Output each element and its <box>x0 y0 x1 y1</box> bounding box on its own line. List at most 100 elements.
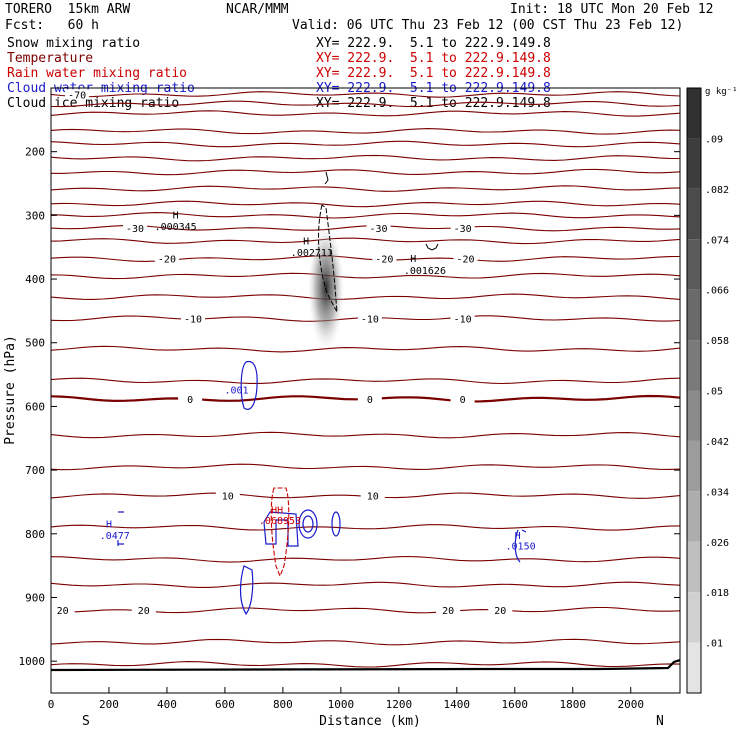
init-time: Init: 18 UTC Mon 20 Feb 12 <box>510 2 714 17</box>
temperature-label: -20 <box>375 255 393 266</box>
temperature-line <box>50 212 681 219</box>
contour-annotation: .0150 <box>506 542 536 553</box>
colorbar-label: .034 <box>705 487 729 498</box>
contour-annotation: HH <box>271 505 283 516</box>
contour-annotation: .0477 <box>100 531 130 542</box>
contour-annotation: .001626 <box>404 266 446 277</box>
colorbar-label: .018 <box>705 588 729 599</box>
contour-annotation: .000345 <box>155 222 197 233</box>
cloud-water-contour-upper <box>240 360 258 410</box>
legend-temperature-name: Temperature <box>7 51 94 66</box>
temperature-label-bg <box>360 490 385 501</box>
temperature-line <box>50 154 681 162</box>
x-tick-label: 1200 <box>386 698 413 711</box>
y-tick-label: 400 <box>25 273 45 286</box>
temperature-label-bg <box>450 393 475 404</box>
snow-contour-top <box>324 171 329 185</box>
temperature-line <box>50 91 681 98</box>
temperature-line <box>50 255 681 262</box>
cloud-water-contour-lower <box>239 565 254 616</box>
temperature-label: 0 <box>460 395 466 406</box>
rain-water-contour <box>270 487 290 578</box>
temperature-label-bg <box>450 223 475 234</box>
temperature-label-bg <box>131 605 156 616</box>
axes: 0 200 400 600 800 1000 1200 1400 1600 1800 2000200… <box>19 146 680 711</box>
contour-annotation: H <box>173 211 179 222</box>
mixing-ratio-features <box>117 171 527 616</box>
legend-snow-xy: XY= 222.9. 5.1 to 222.9.149.8 <box>316 36 551 51</box>
x-tick-label: 1400 <box>444 698 471 711</box>
x-end-left: S <box>82 714 90 729</box>
y-tick-label: 700 <box>25 464 45 477</box>
colorbar-label: .074 <box>705 235 729 246</box>
x-tick-label: 400 <box>157 698 177 711</box>
temperature-label: 20 <box>57 606 69 617</box>
y-tick-label: 600 <box>25 400 45 413</box>
temperature-label: -20 <box>158 255 176 266</box>
colorbar-swatch <box>687 491 701 542</box>
temperature-line <box>50 638 681 646</box>
colorbar-label: .058 <box>705 336 729 347</box>
legend-rain-xy: XY= 222.9. 5.1 to 222.9.149.8 <box>316 66 551 81</box>
temperature-line <box>50 140 681 148</box>
colorbar-label: .05 <box>705 387 723 398</box>
model-title: TORERO 15km ARW <box>5 2 131 17</box>
cloud-water-core-inner <box>302 515 314 533</box>
colorbar-swatch <box>687 340 701 391</box>
cloud-water-bracket-left <box>117 511 124 546</box>
x-tick-label: 200 <box>99 698 119 711</box>
colorbar-swatch <box>687 642 701 693</box>
y-tick-label: 1000 <box>19 655 46 668</box>
temperature-line <box>50 661 681 668</box>
temperature-label-bg <box>215 490 240 501</box>
x-tick-label: 1000 <box>328 698 355 711</box>
colorbar-swatch <box>687 239 701 290</box>
temperature-line <box>50 555 681 563</box>
temperature-label-bg <box>366 223 391 234</box>
cloud-ice-shading <box>308 226 344 350</box>
temperature-label: 0 <box>187 395 193 406</box>
temperature-line <box>50 110 681 117</box>
x-tick-label: 1800 <box>560 698 587 711</box>
temperature-label-bg <box>154 253 179 264</box>
temperature-label: -30 <box>126 224 144 235</box>
x-end-right: N <box>656 714 664 729</box>
forecast-hour: Fcst: 60 h <box>5 18 99 33</box>
temperature-label: 20 <box>442 606 454 617</box>
temperature-label: -10 <box>361 315 379 326</box>
colorbar-swatch <box>687 390 701 441</box>
temperature-line <box>50 524 681 531</box>
terrain-surface <box>50 658 681 672</box>
colorbar-frame <box>686 87 702 694</box>
temperature-label-bg <box>453 253 478 264</box>
temperature-label-bg <box>123 223 148 234</box>
contour-annotation: H <box>410 254 416 265</box>
x-tick-label: 0 <box>48 698 55 711</box>
temperature-label-bg <box>488 605 513 616</box>
annotations: H.000345H.002711H.001626.001HH.068953H.0… <box>100 211 536 553</box>
temperature-label-bg <box>436 605 461 616</box>
colorbar-label: .042 <box>705 437 729 448</box>
x-tick-label: 600 <box>215 698 235 711</box>
plot-frame <box>50 87 681 694</box>
temperature-line <box>50 185 681 192</box>
temperature-label-bg <box>450 313 475 324</box>
temperature-label-bg <box>357 393 382 404</box>
legend-temperature-xy: XY= 222.9. 5.1 to 222.9.149.8 <box>316 51 551 66</box>
temperature-label-bg <box>372 253 397 264</box>
y-tick-label: 900 <box>25 591 45 604</box>
colorbar-swatch <box>687 289 701 341</box>
x-tick-label: 1600 <box>502 698 529 711</box>
temperature-label: -10 <box>184 315 202 326</box>
temperature-line <box>50 581 681 588</box>
contour-annotation: H <box>303 237 309 248</box>
y-tick-label: 200 <box>25 146 45 159</box>
temperature-label: -30 <box>370 224 388 235</box>
colorbar-label: .026 <box>705 538 729 549</box>
valid-time: Valid: 06 UTC Thu 23 Feb 12 (00 CST Thu … <box>292 18 684 33</box>
colorbar-swatch <box>687 88 701 139</box>
cloud-water-core <box>298 509 318 539</box>
temperature-label: 10 <box>222 492 234 503</box>
y-axis-label: Pressure (hPa) <box>3 335 18 445</box>
temperature-line <box>50 463 681 471</box>
